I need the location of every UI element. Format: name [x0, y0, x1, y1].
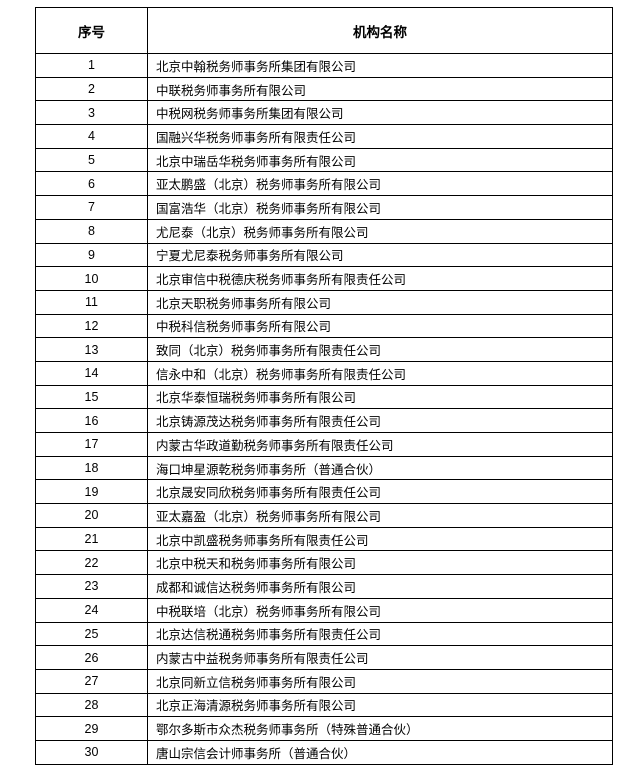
serial-number-cell: 12: [35, 313, 148, 339]
serial-number-cell: 25: [35, 621, 148, 647]
firm-name-cell: 国富浩华（北京）税务师事务所有限公司: [147, 195, 613, 220]
table-row: 19 北京晟安同欣税务师事务所有限责任公司: [35, 479, 613, 505]
firm-name-cell: 北京晟安同欣税务师事务所有限责任公司: [147, 479, 613, 505]
firm-name-cell: 中联税务师事务所有限公司: [147, 76, 613, 102]
firm-name-cell: 内蒙古华政道勤税务师事务所有限责任公司: [147, 432, 613, 457]
firm-name-cell: 中税科信税务师事务所有限公司: [147, 313, 613, 339]
serial-number-cell: 18: [35, 455, 148, 481]
table-row: 23 成都和诚信达税务师事务所有限公司: [35, 574, 613, 599]
table-row: 4 国融兴华税务师事务所有限责任公司: [35, 124, 613, 149]
firm-name-cell: 尤尼泰（北京）税务师事务所有限公司: [147, 218, 613, 244]
table-body: 1 北京中翰税务师事务所集团有限公司 2 中联税务师事务所有限公司 3 中税网税务师事务所…: [35, 53, 613, 765]
firm-name-cell: 北京同新立信税务师事务所有限公司: [147, 668, 613, 694]
table-row: 11 北京天职税务师事务所有限公司: [35, 289, 613, 315]
serial-number-cell: 6: [35, 171, 148, 197]
firm-name-cell: 海口坤星源乾税务师事务所（普通合伙）: [147, 455, 613, 481]
firm-name-cell: 北京天职税务师事务所有限公司: [147, 289, 613, 315]
table-row: 28 北京正海清源税务师事务所有限公司: [35, 692, 613, 718]
table-row: 22 北京中税天和税务师事务所有限公司: [35, 550, 613, 576]
firm-name-cell: 北京中凯盛税务师事务所有限责任公司: [147, 526, 613, 552]
serial-number-cell: 16: [35, 408, 148, 433]
table-row: 25 北京达信税通税务师事务所有限责任公司: [35, 621, 613, 647]
header-firm-name: 机构名称: [147, 7, 613, 54]
table-row: 15 北京华泰恒瑞税务师事务所有限公司: [35, 384, 613, 410]
serial-number-cell: 22: [35, 550, 148, 576]
firm-name-cell: 北京华泰恒瑞税务师事务所有限公司: [147, 384, 613, 410]
table-row: 8 尤尼泰（北京）税务师事务所有限公司: [35, 218, 613, 244]
firm-name-cell: 致同（北京）税务师事务所有限责任公司: [147, 337, 613, 362]
firm-name-cell: 亚太嘉盈（北京）税务师事务所有限公司: [147, 503, 613, 528]
firm-name-cell: 亚太鹏盛（北京）税务师事务所有限公司: [147, 171, 613, 197]
firm-name-cell: 北京中翰税务师事务所集团有限公司: [147, 53, 613, 78]
table-row: 13 致同（北京）税务师事务所有限责任公司: [35, 337, 613, 362]
table-row: 7 国富浩华（北京）税务师事务所有限公司: [35, 195, 613, 220]
table-row: 27 北京同新立信税务师事务所有限公司: [35, 668, 613, 694]
serial-number-cell: 30: [35, 739, 148, 765]
table-row: 29 鄂尔多斯市众杰税务师事务所（特殊普通合伙）: [35, 716, 613, 741]
table-row: 20 亚太嘉盈（北京）税务师事务所有限公司: [35, 503, 613, 528]
serial-number-cell: 8: [35, 218, 148, 244]
table-row: 5 北京中瑞岳华税务师事务所有限公司: [35, 147, 613, 173]
table-row: 16 北京铸源茂达税务师事务所有限责任公司: [35, 408, 613, 433]
serial-number-cell: 1: [35, 53, 148, 78]
serial-number-cell: 24: [35, 597, 148, 623]
table-row: 30 唐山宗信会计师事务所（普通合伙）: [35, 739, 613, 765]
firm-name-cell: 唐山宗信会计师事务所（普通合伙）: [147, 739, 613, 765]
serial-number-cell: 4: [35, 124, 148, 149]
firm-name-cell: 国融兴华税务师事务所有限责任公司: [147, 124, 613, 149]
table-row: 26 内蒙古中益税务师事务所有限责任公司: [35, 645, 613, 670]
firm-name-cell: 中税联培（北京）税务师事务所有限公司: [147, 597, 613, 623]
table-row: 24 中税联培（北京）税务师事务所有限公司: [35, 597, 613, 623]
serial-number-cell: 10: [35, 266, 148, 291]
serial-number-cell: 2: [35, 76, 148, 102]
serial-number-cell: 21: [35, 526, 148, 552]
firm-list-table: 序号 机构名称 1 北京中翰税务师事务所集团有限公司 2 中联税务师事务所有限公司 3 中…: [35, 7, 613, 765]
firm-name-cell: 信永中和（北京）税务师事务所有限责任公司: [147, 360, 613, 386]
serial-number-cell: 23: [35, 574, 148, 599]
firm-name-cell: 北京审信中税德庆税务师事务所有限责任公司: [147, 266, 613, 291]
serial-number-cell: 3: [35, 100, 148, 126]
table-row: 3 中税网税务师事务所集团有限公司: [35, 100, 613, 126]
firm-name-cell: 成都和诚信达税务师事务所有限公司: [147, 574, 613, 599]
firm-name-cell: 北京中瑞岳华税务师事务所有限公司: [147, 147, 613, 173]
serial-number-cell: 27: [35, 668, 148, 694]
serial-number-cell: 14: [35, 360, 148, 386]
serial-number-cell: 13: [35, 337, 148, 362]
table-header-row: 序号 机构名称: [35, 7, 613, 54]
table-row: 6 亚太鹏盛（北京）税务师事务所有限公司: [35, 171, 613, 197]
serial-number-cell: 20: [35, 503, 148, 528]
table-row: 18 海口坤星源乾税务师事务所（普通合伙）: [35, 455, 613, 481]
serial-number-cell: 15: [35, 384, 148, 410]
serial-number-cell: 9: [35, 242, 148, 268]
serial-number-cell: 28: [35, 692, 148, 718]
serial-number-cell: 11: [35, 289, 148, 315]
serial-number-cell: 17: [35, 432, 148, 457]
firm-name-cell: 宁夏尤尼泰税务师事务所有限公司: [147, 242, 613, 268]
firm-name-cell: 中税网税务师事务所集团有限公司: [147, 100, 613, 126]
table-row: 9 宁夏尤尼泰税务师事务所有限公司: [35, 242, 613, 268]
table-row: 21 北京中凯盛税务师事务所有限责任公司: [35, 526, 613, 552]
firm-name-cell: 北京铸源茂达税务师事务所有限责任公司: [147, 408, 613, 433]
table-row: 1 北京中翰税务师事务所集团有限公司: [35, 53, 613, 78]
table-row: 2 中联税务师事务所有限公司: [35, 76, 613, 102]
table-row: 10 北京审信中税德庆税务师事务所有限责任公司: [35, 266, 613, 291]
serial-number-cell: 7: [35, 195, 148, 220]
firm-name-cell: 北京中税天和税务师事务所有限公司: [147, 550, 613, 576]
table-row: 12 中税科信税务师事务所有限公司: [35, 313, 613, 339]
serial-number-cell: 26: [35, 645, 148, 670]
header-serial-number: 序号: [35, 7, 148, 54]
serial-number-cell: 5: [35, 147, 148, 173]
serial-number-cell: 29: [35, 716, 148, 741]
firm-name-cell: 鄂尔多斯市众杰税务师事务所（特殊普通合伙）: [147, 716, 613, 741]
firm-name-cell: 北京达信税通税务师事务所有限责任公司: [147, 621, 613, 647]
firm-name-cell: 北京正海清源税务师事务所有限公司: [147, 692, 613, 718]
firm-name-cell: 内蒙古中益税务师事务所有限责任公司: [147, 645, 613, 670]
table-row: 17 内蒙古华政道勤税务师事务所有限责任公司: [35, 432, 613, 457]
serial-number-cell: 19: [35, 479, 148, 505]
table-row: 14 信永中和（北京）税务师事务所有限责任公司: [35, 360, 613, 386]
